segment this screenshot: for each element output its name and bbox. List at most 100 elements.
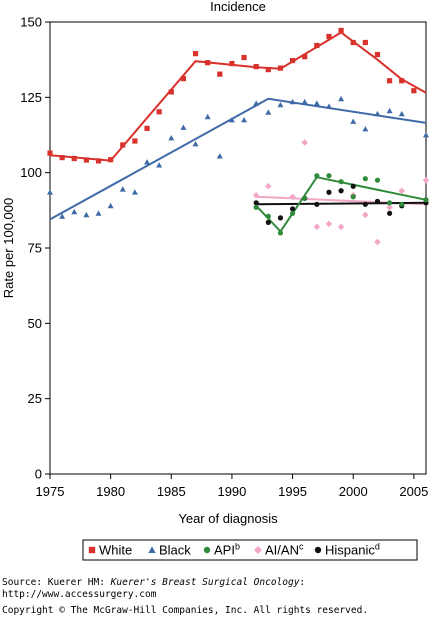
y-tick-label: 0 [35, 467, 42, 482]
white-point [47, 150, 53, 156]
black-point [216, 153, 223, 159]
white-point [156, 109, 162, 115]
white-point [277, 65, 284, 71]
x-tick-label: 1980 [96, 484, 125, 499]
black-point [144, 159, 151, 165]
source-url[interactable]: http://www.accessurgery.com [2, 589, 157, 600]
black-point [265, 109, 272, 115]
y-tick-label: 125 [20, 90, 42, 105]
white-point [241, 54, 247, 61]
hispanic-point [253, 200, 259, 206]
y-tick-label: 75 [28, 241, 42, 256]
hispanic-trend-line [256, 201, 427, 206]
black-point [338, 95, 345, 102]
black-point [350, 118, 357, 124]
legend-label-white: White [99, 543, 132, 558]
y-axis-label: Rate per 100,000 [1, 198, 16, 298]
ai-an-point [252, 192, 260, 199]
black-point [204, 113, 211, 120]
black-point [325, 103, 332, 109]
legend-marker-api [203, 546, 211, 554]
legend-marker-white [88, 546, 96, 554]
black-point [119, 186, 126, 192]
x-axis-label: Year of diagnosis [178, 511, 278, 526]
white-point [302, 54, 308, 60]
api-point [326, 173, 332, 179]
black-point [398, 110, 405, 117]
white-point [338, 27, 344, 34]
source-suffix: : [299, 577, 306, 588]
api-point [277, 230, 284, 236]
white-point [59, 155, 65, 161]
y-tick-label: 50 [28, 316, 42, 331]
white-point [168, 89, 174, 95]
x-tick-label: 2000 [339, 484, 368, 499]
y-tick-label: 150 [20, 15, 42, 30]
black-point [59, 213, 66, 219]
ai-an-point [337, 223, 345, 231]
x-tick-label: 1995 [278, 484, 307, 499]
api-point [289, 210, 296, 216]
ai-an-point [374, 238, 381, 246]
white-point [314, 42, 320, 49]
api-point [387, 200, 393, 206]
black-point [71, 208, 78, 215]
legend-superscript: c [299, 542, 304, 552]
plot-frame [49, 21, 427, 475]
ai-an-point [289, 193, 296, 201]
legend-marker-ai-an [254, 546, 262, 554]
white-point [95, 158, 102, 164]
api-point [314, 173, 320, 179]
ai-an-point [265, 182, 272, 190]
black-point [289, 98, 296, 105]
white-point [71, 155, 77, 162]
black-point [107, 202, 114, 209]
hispanic-point [289, 206, 296, 212]
y-tick-label: 100 [20, 165, 42, 180]
hispanic-point [374, 198, 381, 204]
hispanic-point [387, 210, 393, 216]
legend-marker-black [148, 546, 156, 553]
black-point [192, 141, 199, 147]
hispanic-point [265, 219, 271, 225]
white-point [374, 51, 381, 58]
legend-box [82, 539, 418, 561]
white-point [192, 51, 199, 57]
black-point [47, 189, 53, 195]
source-book-title: Kuerer's Breast Surgical Oncology [110, 577, 300, 588]
white-point [411, 88, 417, 94]
copyright-notice: Copyright © The McGraw-Hill Companies, I… [2, 605, 369, 616]
x-tick-label: 1990 [217, 484, 246, 499]
white-point [83, 157, 89, 163]
legend-label-ai-an: AI/ANc [265, 542, 304, 558]
api-point [350, 194, 356, 200]
legend-label-black: Black [159, 543, 191, 558]
white-point [132, 138, 138, 144]
x-tick-label: 1985 [157, 484, 186, 499]
black-point [168, 135, 175, 141]
white-point [399, 78, 405, 84]
white-trend-line [49, 31, 427, 162]
white-point [362, 39, 368, 46]
api-point [399, 201, 405, 207]
source-prefix: Source: Kuerer HM: [2, 577, 111, 588]
black-point [241, 116, 248, 123]
black-trend-line [49, 97, 427, 221]
black-point [83, 211, 90, 218]
ai-an-point [301, 139, 308, 146]
hispanic-point [338, 188, 344, 194]
hispanic-point [350, 183, 356, 189]
white-point [387, 78, 393, 84]
white-point [180, 76, 187, 82]
chart-title: Incidence [210, 0, 266, 14]
white-point [217, 71, 223, 77]
ai-an-point [422, 176, 429, 184]
ai-an-point [362, 211, 369, 219]
ai-an-point [398, 187, 405, 194]
x-tick-label: 2005 [399, 484, 428, 499]
hispanic-point [362, 201, 368, 207]
y-tick-label: 25 [28, 391, 42, 406]
api-point [338, 179, 344, 185]
api-point [374, 177, 381, 183]
white-point [265, 67, 271, 73]
